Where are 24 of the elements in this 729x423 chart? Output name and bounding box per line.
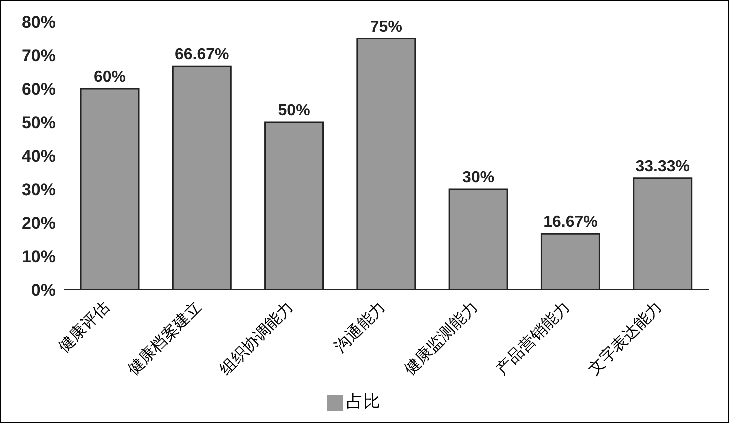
y-tick-label: 10%	[22, 248, 56, 267]
x-tick-label: 产品营销能力	[492, 297, 574, 379]
x-tick-label: 健康档案建立	[124, 297, 206, 379]
data-label: 75%	[370, 18, 402, 36]
y-tick-label: 40%	[22, 147, 56, 166]
y-tick-label: 0%	[31, 281, 56, 300]
y-tick-label: 80%	[22, 13, 56, 32]
x-tick-label: 组织协调能力	[216, 297, 298, 379]
x-tick-label: 健康监测能力	[400, 297, 482, 379]
y-tick-label: 50%	[22, 114, 56, 133]
y-tick-label: 20%	[22, 214, 56, 234]
x-tick-label: 沟通能力	[330, 297, 390, 356]
y-tick-label: 30%	[22, 180, 56, 200]
legend-label: 占比	[346, 392, 380, 411]
x-tick-label: 文字表达能力	[584, 297, 666, 379]
data-label: 60%	[94, 69, 126, 86]
data-label: 66.67%	[175, 46, 230, 64]
data-label: 16.67%	[544, 214, 598, 232]
x-tick-label: 健康评估	[54, 297, 113, 356]
y-tick-label: 70%	[22, 46, 56, 66]
y-tick-label: 60%	[22, 80, 56, 100]
data-label: 33.33%	[636, 158, 690, 176]
data-label: 30%	[462, 170, 495, 186]
data-label: 50%	[278, 102, 310, 120]
